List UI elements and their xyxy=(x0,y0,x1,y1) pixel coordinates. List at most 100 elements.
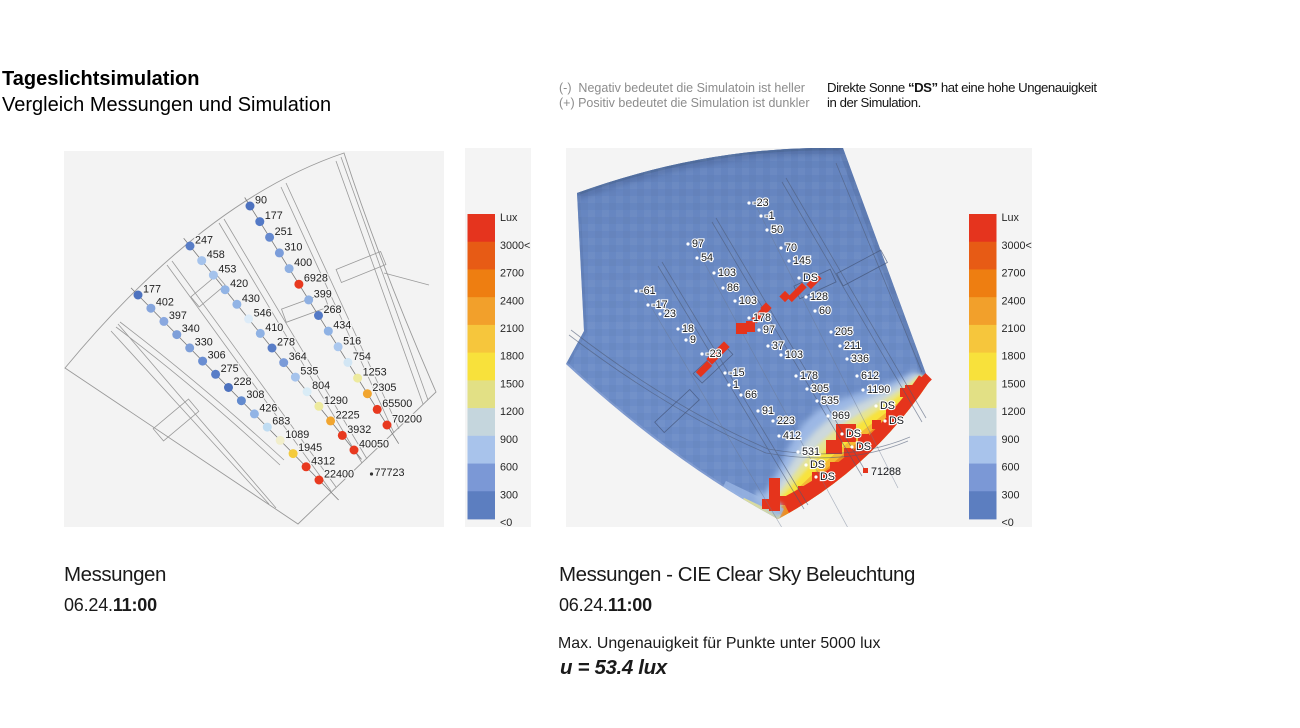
svg-text:399: 399 xyxy=(314,288,332,300)
svg-text:310: 310 xyxy=(284,241,302,253)
svg-text:1500: 1500 xyxy=(500,379,524,391)
svg-text:40050: 40050 xyxy=(359,439,389,451)
svg-text:900: 900 xyxy=(500,434,518,446)
svg-text:2400: 2400 xyxy=(1002,295,1026,307)
svg-text:97: 97 xyxy=(763,324,775,336)
svg-text:402: 402 xyxy=(156,297,174,309)
svg-text:178: 178 xyxy=(753,312,771,324)
svg-text:420: 420 xyxy=(230,278,248,290)
svg-text:228: 228 xyxy=(234,376,252,388)
svg-text:77723: 77723 xyxy=(375,467,405,479)
svg-text:70200: 70200 xyxy=(392,414,422,426)
svg-text:516: 516 xyxy=(343,335,361,347)
svg-text:364: 364 xyxy=(289,351,307,363)
svg-text:103: 103 xyxy=(785,349,803,361)
svg-text:535: 535 xyxy=(821,395,839,407)
svg-text:223: 223 xyxy=(777,415,795,427)
svg-text:1253: 1253 xyxy=(363,367,387,379)
svg-text:412: 412 xyxy=(783,430,801,442)
svg-text:DS: DS xyxy=(846,428,861,440)
svg-text:305: 305 xyxy=(811,383,829,395)
svg-text:247: 247 xyxy=(195,235,213,247)
svg-text:300: 300 xyxy=(1002,489,1020,501)
svg-text:410: 410 xyxy=(265,322,283,334)
svg-text:453: 453 xyxy=(218,264,236,276)
svg-text:969: 969 xyxy=(832,410,850,422)
svg-text:9: 9 xyxy=(690,334,696,346)
svg-text:2305: 2305 xyxy=(372,382,396,394)
svg-text:128: 128 xyxy=(810,291,828,303)
svg-text:<0: <0 xyxy=(1002,517,1014,527)
svg-text:268: 268 xyxy=(324,304,342,316)
svg-text:65500: 65500 xyxy=(382,398,412,410)
svg-text:1800: 1800 xyxy=(500,351,524,363)
svg-text:531: 531 xyxy=(802,446,820,458)
svg-text:1800: 1800 xyxy=(1002,351,1026,363)
svg-text:86: 86 xyxy=(727,282,739,294)
svg-text:-1: -1 xyxy=(765,210,775,222)
svg-text:754: 754 xyxy=(353,351,371,363)
svg-text:DS: DS xyxy=(803,272,818,284)
svg-text:2700: 2700 xyxy=(500,268,524,280)
svg-text:426: 426 xyxy=(259,402,277,414)
svg-text:683: 683 xyxy=(272,416,290,428)
svg-text:70: 70 xyxy=(785,242,797,254)
svg-text:1: 1 xyxy=(733,379,739,391)
svg-text:3000<: 3000< xyxy=(500,240,530,252)
svg-text:330: 330 xyxy=(195,336,213,348)
svg-text:6928: 6928 xyxy=(304,273,328,285)
svg-text:Lux: Lux xyxy=(500,212,518,224)
svg-text:103: 103 xyxy=(718,267,736,279)
svg-text:DS: DS xyxy=(810,459,825,471)
svg-text:308: 308 xyxy=(246,389,264,401)
svg-text:Lux: Lux xyxy=(1002,212,1020,224)
svg-text:DS: DS xyxy=(880,400,895,412)
svg-text:340: 340 xyxy=(182,323,200,335)
svg-text:103: 103 xyxy=(739,295,757,307)
svg-text:1089: 1089 xyxy=(285,429,309,441)
svg-text:275: 275 xyxy=(221,363,239,375)
svg-text:600: 600 xyxy=(1002,462,1020,474)
svg-text:251: 251 xyxy=(275,226,293,238)
svg-text:<0: <0 xyxy=(500,517,512,527)
svg-text:2100: 2100 xyxy=(500,323,524,335)
svg-text:300: 300 xyxy=(500,489,518,501)
svg-text:178: 178 xyxy=(800,370,818,382)
svg-text:900: 900 xyxy=(1002,434,1020,446)
svg-text:-23: -23 xyxy=(706,348,722,360)
svg-text:804: 804 xyxy=(312,380,330,392)
svg-text:60: 60 xyxy=(819,305,831,317)
svg-text:18: 18 xyxy=(682,323,694,335)
svg-text:DS: DS xyxy=(820,471,835,483)
svg-text:1500: 1500 xyxy=(1002,379,1026,391)
svg-text:3932: 3932 xyxy=(347,424,371,436)
svg-text:306: 306 xyxy=(208,350,226,362)
svg-text:205: 205 xyxy=(835,326,853,338)
svg-text:2400: 2400 xyxy=(500,295,524,307)
svg-text:22400: 22400 xyxy=(324,469,354,481)
svg-text:145: 145 xyxy=(793,255,811,267)
svg-text:434: 434 xyxy=(333,320,351,332)
svg-text:1200: 1200 xyxy=(1002,406,1026,418)
svg-text:1945: 1945 xyxy=(298,442,322,454)
svg-text:2100: 2100 xyxy=(1002,323,1026,335)
svg-text:177: 177 xyxy=(265,210,283,222)
svg-text:336: 336 xyxy=(851,353,869,365)
svg-text:400: 400 xyxy=(294,257,312,269)
svg-text:1290: 1290 xyxy=(324,395,348,407)
svg-text:66: 66 xyxy=(745,389,757,401)
svg-text:177: 177 xyxy=(143,284,161,296)
svg-text:DS: DS xyxy=(856,441,871,453)
svg-text:DS: DS xyxy=(889,415,904,427)
svg-text:430: 430 xyxy=(242,293,260,305)
svg-text:600: 600 xyxy=(500,462,518,474)
svg-text:37: 37 xyxy=(772,340,784,352)
svg-text:612: 612 xyxy=(861,370,879,382)
svg-text:546: 546 xyxy=(254,307,272,319)
svg-text:-17: -17 xyxy=(652,299,668,311)
svg-text:50: 50 xyxy=(771,224,783,236)
svg-text:535: 535 xyxy=(300,366,318,378)
svg-text:90: 90 xyxy=(255,195,267,207)
svg-text:3000<: 3000< xyxy=(1002,240,1032,252)
svg-text:91: 91 xyxy=(762,405,774,417)
